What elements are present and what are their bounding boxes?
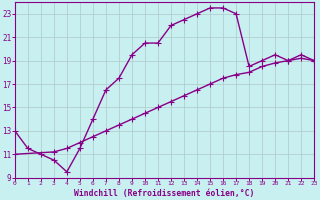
X-axis label: Windchill (Refroidissement éolien,°C): Windchill (Refroidissement éolien,°C) — [74, 189, 255, 198]
